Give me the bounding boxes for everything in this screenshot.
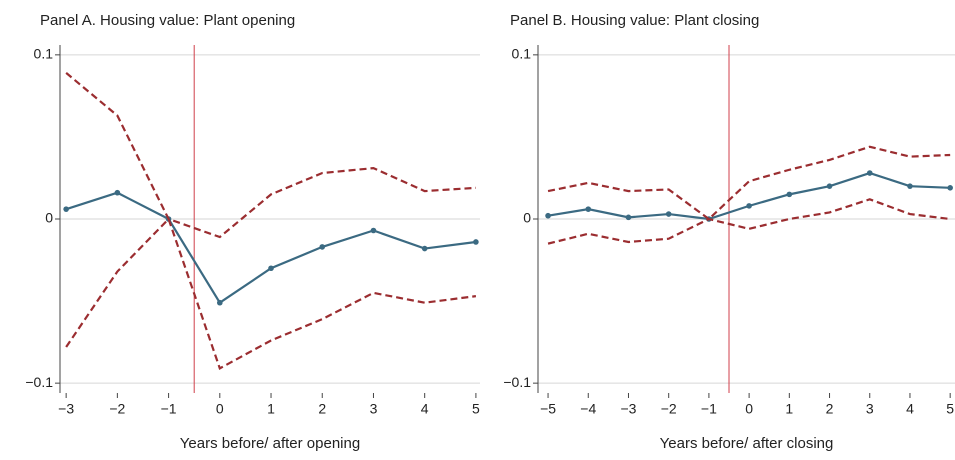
series-line [65,216,477,370]
point [866,170,873,176]
x-axis-label: Years before/ after closing [660,435,834,452]
point [545,212,551,219]
y-tick-label: −0.1 [503,374,531,390]
x-tick-label: 0 [216,401,224,417]
point [268,265,274,272]
point [826,183,833,189]
point [421,245,428,252]
point [625,214,632,221]
x-tick-label: −4 [580,401,596,417]
y-tick-label: −0.1 [25,374,53,390]
x-axis-label: Years before/ after opening [180,435,360,452]
x-tick-label: 4 [421,401,429,417]
point [665,211,672,217]
x-tick-label: 0 [745,401,753,417]
x-tick-label: 1 [267,401,275,417]
point [585,206,592,212]
series-line [547,145,951,221]
x-tick-label: 2 [826,401,834,417]
series-line [547,198,951,245]
x-tick-label: −2 [109,401,125,417]
point [114,189,121,196]
x-tick-label: −5 [540,401,556,417]
series-line [65,191,477,305]
panel-title: Panel A. Housing value: Plant opening [40,12,295,29]
x-tick-label: −2 [661,401,677,417]
x-tick-label: 5 [946,401,954,417]
x-tick-label: 3 [866,401,874,417]
y-tick-label: 0.1 [512,46,532,62]
x-tick-label: 5 [472,401,480,417]
x-tick-label: −3 [58,401,74,417]
point [907,183,913,189]
y-tick-label: 0.1 [34,46,54,62]
point [63,206,69,212]
series-line [65,72,476,239]
x-tick-label: −1 [701,401,717,417]
panel-title: Panel B. Housing value: Plant closing [510,12,759,29]
x-tick-label: 3 [370,401,378,417]
point [746,203,752,209]
x-tick-label: 2 [318,401,326,417]
point [786,191,793,198]
point [370,227,377,234]
y-tick-label: 0 [523,210,531,226]
x-tick-label: 4 [906,401,914,417]
point [217,299,223,306]
point [319,244,326,250]
series-line [547,171,951,221]
x-tick-label: −3 [620,401,636,417]
point [947,185,953,191]
x-tick-label: −1 [161,401,177,417]
y-tick-label: 0 [45,210,53,226]
point [473,239,479,245]
x-tick-label: 1 [785,401,793,417]
